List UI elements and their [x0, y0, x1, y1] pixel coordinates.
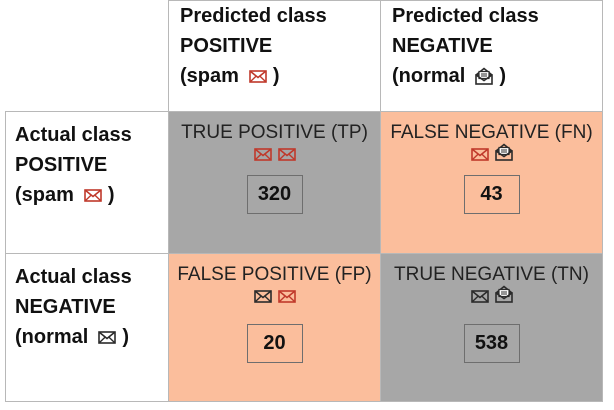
cell-false-negative: FALSE NEGATIVE (FN) 43: [381, 112, 602, 253]
spam-envelope-icon: [84, 188, 102, 202]
cell-title: TRUE POSITIVE (TP): [181, 122, 368, 143]
grid-line: [5, 401, 603, 402]
row-header-title: Actual class: [15, 124, 132, 146]
cell-title: FALSE POSITIVE (FP): [177, 264, 372, 285]
cell-value: 320: [246, 175, 303, 214]
spam-envelope-icon: [470, 148, 489, 161]
row-header-class: POSITIVE: [15, 154, 108, 176]
cell-value: 20: [246, 324, 303, 363]
normal-envelope-icon: [98, 330, 117, 344]
column-header-title: Predicted class: [392, 5, 539, 27]
grid-line: [5, 253, 603, 254]
spam-envelope-icon: [249, 69, 267, 83]
column-header-title: Predicted class: [180, 5, 327, 27]
column-header-negative: Predicted class NEGATIVE (normal ): [381, 1, 602, 111]
cell-value: 538: [463, 324, 520, 363]
row-header-class: NEGATIVE: [15, 296, 116, 318]
cell-false-positive: FALSE POSITIVE (FP) 20: [169, 254, 380, 401]
grid-line: [380, 0, 381, 402]
normal-envelope-icon: [470, 290, 489, 303]
cell-title: FALSE NEGATIVE (FN): [390, 122, 593, 143]
grid-line: [602, 0, 603, 402]
spam-envelope-icon: [253, 148, 272, 161]
normal-open-envelope-icon: [494, 143, 513, 161]
column-header-example: (normal ): [392, 65, 507, 87]
normal-open-envelope-icon: [494, 285, 513, 303]
spam-envelope-icon: [277, 290, 296, 303]
row-header-example: (normal ): [15, 326, 130, 348]
column-header-class: NEGATIVE: [392, 35, 493, 57]
cell-value: 43: [463, 175, 520, 214]
grid-line: [5, 111, 6, 402]
column-header-positive: Predicted class POSITIVE (spam ): [169, 1, 380, 111]
grid-line: [168, 0, 169, 402]
column-header-example: (spam ): [180, 65, 280, 87]
row-header-example: (spam ): [15, 184, 115, 206]
spam-envelope-icon: [277, 148, 296, 161]
normal-envelope-icon: [253, 290, 272, 303]
row-header-negative: Actual class NEGATIVE (normal ): [6, 254, 168, 401]
cell-true-positive: TRUE POSITIVE (TP) 320: [169, 112, 380, 253]
cell-title: TRUE NEGATIVE (TN): [394, 264, 589, 285]
row-header-positive: Actual class POSITIVE (spam ): [6, 112, 168, 253]
grid-line: [5, 111, 603, 112]
column-header-class: POSITIVE: [180, 35, 273, 57]
normal-open-envelope-icon: [475, 67, 494, 85]
grid-line: [168, 0, 603, 1]
cell-true-negative: TRUE NEGATIVE (TN) 538: [381, 254, 602, 401]
row-header-title: Actual class: [15, 266, 132, 288]
